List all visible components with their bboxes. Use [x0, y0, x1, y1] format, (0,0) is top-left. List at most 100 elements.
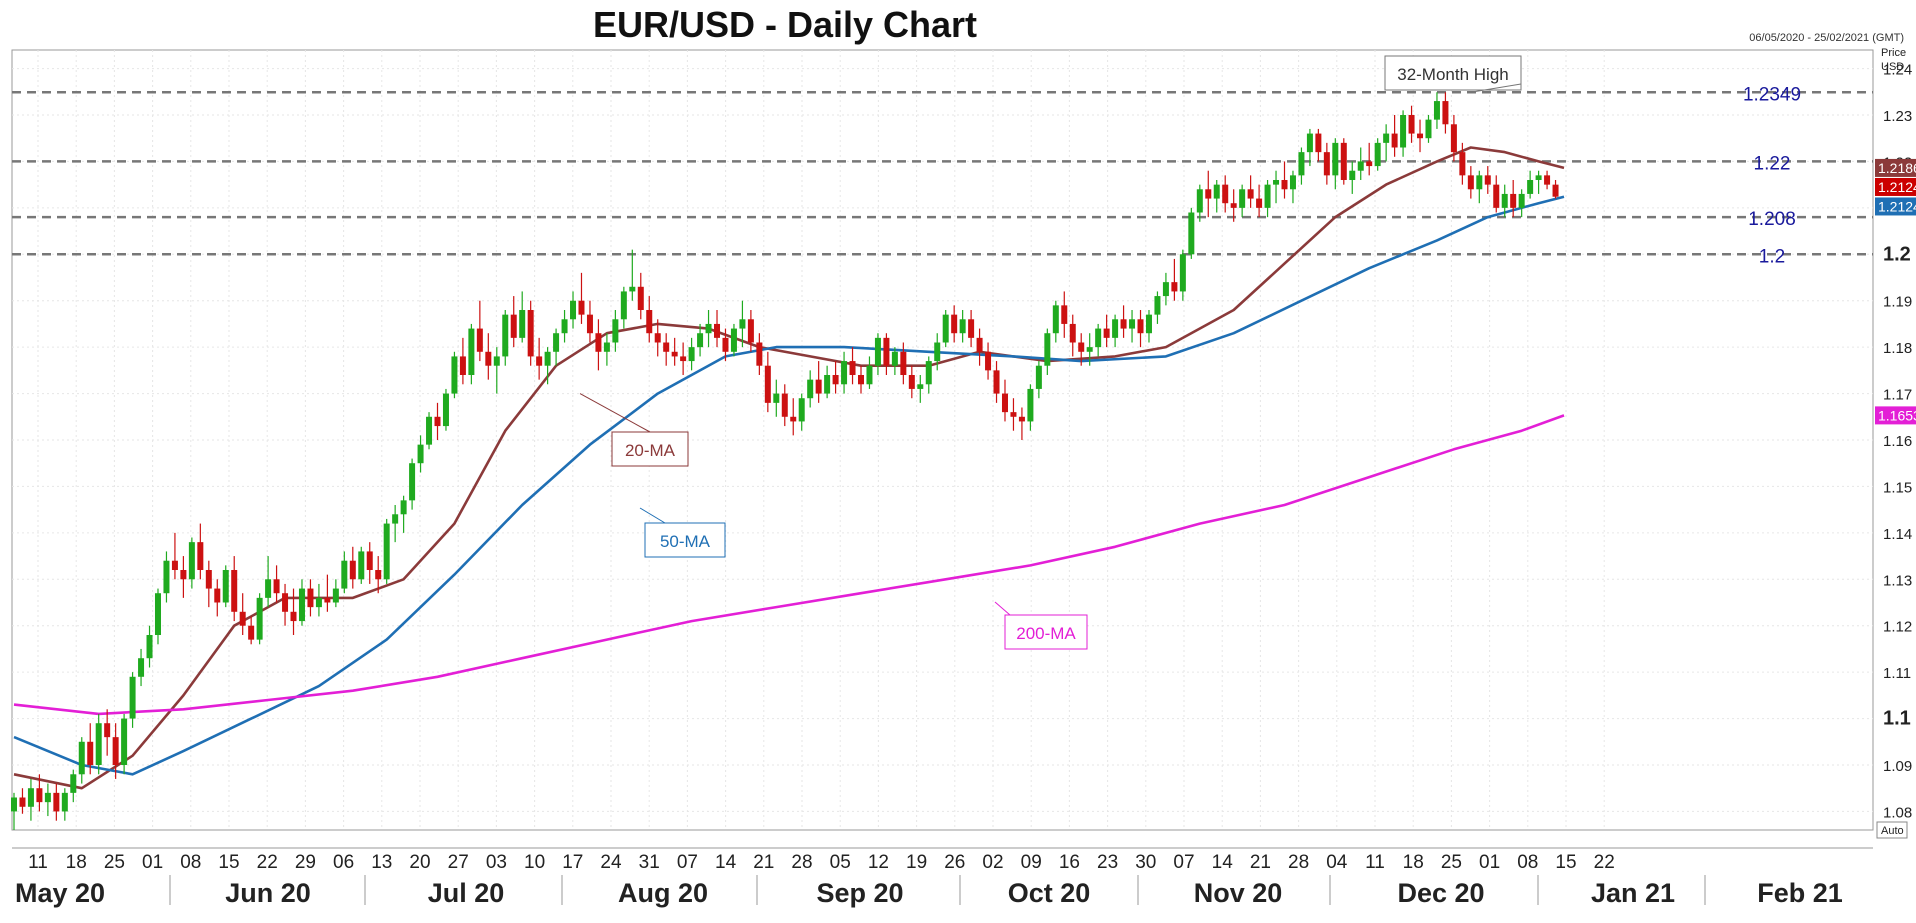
candle-body: [1018, 416, 1025, 422]
x-day-label: 16: [1059, 852, 1080, 873]
x-month-label: Feb 21: [1757, 878, 1843, 908]
candle-body: [527, 310, 534, 357]
candle-body: [493, 356, 500, 366]
candle-body: [70, 774, 77, 793]
candle-body: [256, 597, 263, 640]
candle-body: [1239, 189, 1246, 208]
annotation-20-ma: 20-MA: [625, 441, 676, 460]
x-day-label: 14: [715, 852, 737, 873]
candle-body: [841, 361, 848, 385]
candle-body: [993, 370, 1000, 394]
candle-body: [764, 365, 771, 403]
x-day-label: 15: [218, 852, 239, 873]
candle-body: [383, 523, 390, 580]
x-day-label: 13: [371, 852, 392, 873]
candle-body: [1188, 212, 1195, 255]
candle-body: [747, 319, 754, 343]
candle-body: [442, 393, 449, 427]
candle-body: [908, 375, 915, 389]
candle-body: [1391, 133, 1398, 148]
x-month-label: Jan 21: [1591, 878, 1675, 908]
candle-body: [544, 351, 551, 366]
x-day-label: 21: [1250, 852, 1271, 873]
candle-body: [188, 542, 195, 580]
candle-body: [205, 570, 212, 589]
candle-body: [468, 328, 475, 375]
candle-body: [942, 314, 949, 343]
candle-body: [426, 416, 433, 445]
candle-body: [349, 560, 356, 580]
candle-body: [485, 351, 492, 366]
candle-body: [1484, 175, 1491, 185]
annotation-box: [611, 431, 689, 467]
price-tag-label: 1.2186: [1878, 160, 1916, 176]
candle-body: [553, 333, 560, 352]
candle-body: [714, 323, 721, 338]
x-day-label: 06: [333, 852, 354, 873]
candle-body: [1476, 175, 1483, 190]
annotation-pointer: [579, 393, 651, 433]
candle-body: [121, 718, 128, 765]
candle-body: [1027, 388, 1034, 422]
candle-body: [459, 356, 466, 375]
level-label: 1.2349: [1743, 84, 1801, 105]
y-tick-label: 1.24: [1883, 62, 1912, 79]
candle-body: [298, 588, 305, 622]
y-tick-label: 1.12: [1883, 619, 1912, 636]
candle-body: [1103, 328, 1110, 338]
candle-body: [1535, 175, 1542, 180]
candle-body: [307, 588, 314, 608]
candle-body: [798, 398, 805, 422]
auto-scale-label: Auto: [1881, 825, 1904, 837]
annotation-box: [644, 522, 726, 558]
x-day-label: 08: [1517, 852, 1538, 873]
x-day-label: 08: [180, 852, 201, 873]
candle-body: [832, 375, 839, 385]
candle-body: [1306, 133, 1313, 153]
candle-body: [214, 588, 221, 603]
candle-body: [1552, 184, 1559, 197]
candle-body: [1289, 175, 1296, 190]
candle-body: [163, 560, 170, 594]
candle-body: [917, 384, 924, 389]
chart-title: EUR/USD - Daily Chart: [592, 4, 978, 45]
candle-body: [1171, 282, 1178, 292]
auto-scale-button[interactable]: [1876, 821, 1908, 839]
candle-body: [315, 597, 322, 608]
x-day-label: 11: [1365, 852, 1385, 873]
x-day-label: 04: [1326, 852, 1348, 873]
candle-body: [773, 393, 780, 403]
candle-body: [1069, 323, 1076, 343]
candle-body: [663, 342, 670, 352]
candle-body: [11, 797, 17, 812]
candle-body: [620, 291, 627, 320]
candle-body: [807, 379, 814, 399]
candle-body: [756, 342, 763, 366]
candle-body: [1095, 328, 1102, 348]
x-day-label: 12: [868, 852, 889, 873]
level-label: 1.208: [1748, 209, 1796, 230]
price-tag-label: 1.2124: [1878, 198, 1916, 214]
candle-body: [1510, 193, 1517, 208]
currency-axis-label: USD: [1881, 61, 1904, 73]
y-tick-label: 1.19: [1883, 294, 1912, 311]
date-range-label: 06/05/2020 - 25/02/2021 (GMT): [1749, 32, 1904, 44]
price-tag-label: 1.1653: [1878, 407, 1916, 423]
candle-body: [1408, 115, 1415, 134]
candle-body: [248, 625, 255, 640]
candle-body: [1273, 180, 1280, 185]
x-day-label: 17: [562, 852, 583, 873]
x-day-label: 24: [600, 852, 622, 873]
candle-body: [1374, 142, 1381, 167]
x-month-label: Aug 20: [618, 878, 708, 908]
candle-body: [1112, 319, 1119, 338]
candle-body: [739, 319, 746, 329]
x-day-label: 28: [791, 852, 812, 873]
candle-body: [400, 500, 407, 515]
gridlines: [11, 49, 1874, 831]
x-month-label: Nov 20: [1194, 878, 1283, 908]
x-month-label: Sep 20: [816, 878, 903, 908]
candle-body: [985, 351, 992, 371]
y-tick-label: 1.11: [1883, 665, 1911, 682]
